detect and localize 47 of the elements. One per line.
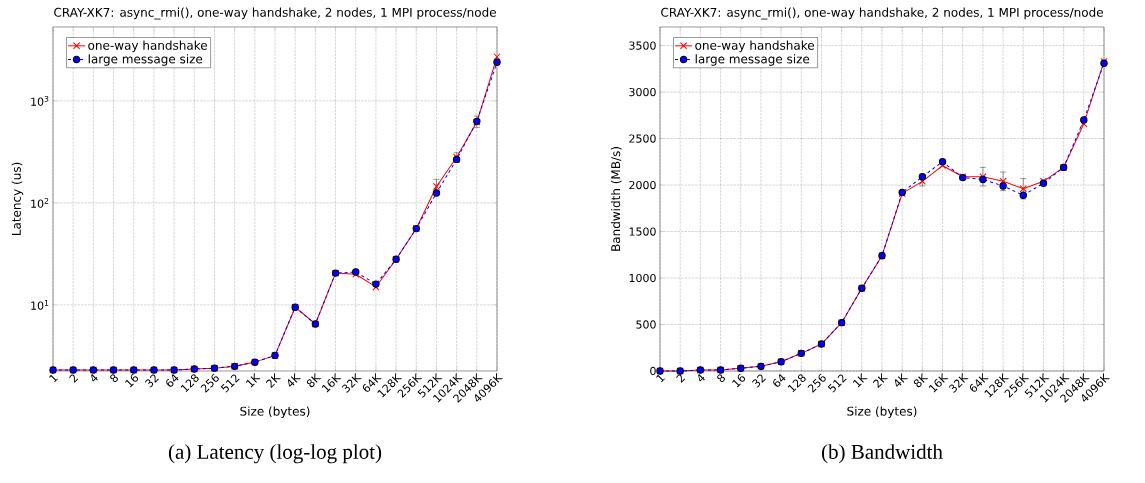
x-axis-title: Size (bytes) [240,406,310,419]
x-tick-label: 8K [306,372,322,388]
y-tick-label: 10$^{2}$ [31,197,49,208]
x-tick-label: 1K [245,372,261,388]
x-tick-label: 4K [894,372,909,387]
y-axis-title: Latency (us) [11,162,24,236]
y-tick-label: 10$^{1}$ [31,300,49,310]
x-tick-label: 64 [773,374,786,387]
x-tick-label: 8 [110,374,118,383]
legend-label: one-way handshake [88,40,208,53]
y-tick-label: 1000 [629,273,656,283]
y-tick-label: 2500 [629,134,656,143]
x-tick-label: 2K [872,372,888,388]
y-axis-title: Bandwidth (MB/s) [610,147,622,251]
legend-label: large message size [695,54,810,66]
y-tick-label: 1500 [629,227,656,236]
x-tick-label: 2K [265,372,281,388]
x-axis-title: Size (bytes) [847,406,917,419]
y-tick-label: 3000 [629,87,656,97]
x-tick-label: 16 [732,373,746,388]
x-tick-label: 1 [49,374,58,383]
x-tick-label: 2 [676,374,686,383]
y-tick-label: 500 [636,320,656,329]
legend-label: one-way handshake [695,40,815,53]
x-tick-label: 4 [698,373,705,382]
x-tick-label: 8 [717,374,725,383]
x-tick-label: 16 [125,373,139,388]
y-tick-label: 3500 [629,41,656,50]
y-tick-label: 2000 [629,180,656,190]
text: (b) Bandwidth [821,444,943,464]
x-tick-label: 64 [166,374,179,387]
x-tick-label: 1 [656,374,665,383]
x-tick-label: 8K [913,372,929,388]
x-tick-label: 128 [787,374,806,393]
text: (a) Latency (log-log plot) [168,444,382,464]
y-tick-label: 10$^{3}$ [31,95,49,106]
x-tick-label: 2 [69,374,79,383]
x-tick-label: 4K [287,372,302,387]
chart-title: CRAY-XK7: async_rmi(), one-way handshake, 2 nodes, 1 MPI process/node [54,7,496,20]
chart-title: CRAY-XK7: async_rmi(), one-way handshake, 2 nodes, 1 MPI process/node [661,7,1103,20]
legend-label: large message size [88,54,203,66]
x-tick-label: 4 [91,373,98,382]
x-tick-label: 1K [852,372,868,388]
x-tick-label: 128 [180,374,199,393]
x-tick-label: 32 [752,374,766,388]
x-tick-label: 32 [145,374,159,388]
y-tick-label: 0 [650,366,656,376]
